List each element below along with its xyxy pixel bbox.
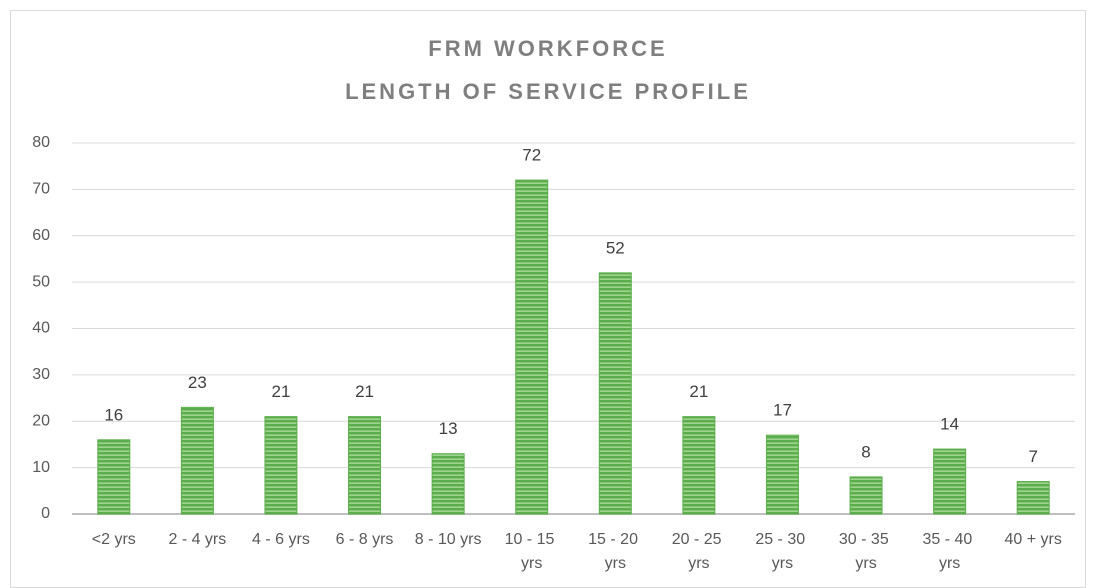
- data-label: 13: [439, 419, 458, 438]
- data-label: 72: [522, 146, 541, 165]
- y-tick-label: 20: [32, 412, 50, 429]
- x-tick-label: 30 - 35 yrs: [839, 531, 893, 572]
- data-label: 21: [689, 382, 708, 401]
- bar: [933, 448, 967, 515]
- y-tick-label: 10: [32, 459, 50, 476]
- bar: [264, 416, 298, 515]
- data-label: 14: [940, 415, 959, 434]
- bar: [180, 406, 214, 515]
- bar: [515, 179, 549, 515]
- x-tick-label: 10 - 15 yrs: [505, 531, 559, 572]
- x-tick-label: 25 - 30 yrs: [755, 531, 809, 572]
- bar: [849, 476, 883, 515]
- y-tick-label: 70: [32, 181, 50, 198]
- x-tick-label: 20 - 25 yrs: [672, 531, 726, 572]
- bar: [97, 439, 131, 515]
- bar: [682, 416, 716, 515]
- data-label: 17: [773, 401, 792, 420]
- bar: [598, 272, 632, 515]
- data-label: 52: [606, 238, 625, 257]
- x-tick-label: 4 - 6 yrs: [252, 531, 310, 548]
- x-tick-label: 40 + yrs: [1005, 531, 1062, 548]
- data-label: 21: [355, 382, 374, 401]
- data-label: 7: [1028, 447, 1037, 466]
- data-label: 23: [188, 373, 207, 392]
- bar: [348, 416, 382, 515]
- x-tick-label: 8 - 10 yrs: [415, 531, 482, 548]
- x-tick-label: 6 - 8 yrs: [336, 531, 394, 548]
- x-tick-label: 2 - 4 yrs: [168, 531, 226, 548]
- bar: [431, 453, 465, 515]
- y-tick-label: 80: [32, 134, 50, 151]
- y-tick-label: 60: [32, 227, 50, 244]
- y-tick-label: 40: [32, 320, 50, 337]
- y-tick-label: 0: [41, 505, 50, 522]
- data-label: 16: [104, 405, 123, 424]
- x-tick-label: 35 - 40 yrs: [922, 531, 976, 572]
- bar: [765, 434, 799, 515]
- chart-subtitle: LENGTH OF SERVICE PROFILE: [345, 79, 751, 104]
- data-label: 8: [861, 442, 870, 461]
- y-tick-label: 50: [32, 273, 50, 290]
- x-tick-label: <2 yrs: [92, 531, 136, 548]
- x-tick-label: 15 - 20 yrs: [588, 531, 642, 572]
- chart-title: FRM WORKFORCE: [428, 36, 667, 61]
- data-label: 21: [271, 382, 290, 401]
- y-tick-label: 30: [32, 366, 50, 383]
- bar: [1016, 481, 1050, 515]
